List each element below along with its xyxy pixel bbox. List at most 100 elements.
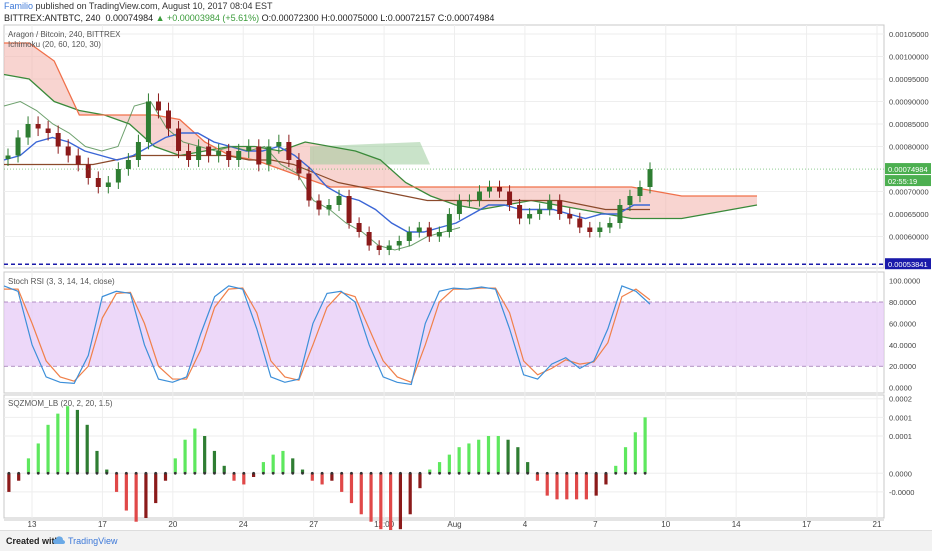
momentum-bar xyxy=(496,436,500,474)
x-tick-label: 4 xyxy=(523,520,528,529)
candle-body xyxy=(95,178,101,187)
sqzmom-label[interactable]: SQZMOM_LB (20, 2, 20, 1.5) xyxy=(8,399,113,408)
squeeze-dot xyxy=(66,471,70,475)
squeeze-dot xyxy=(643,471,647,475)
momentum-bar xyxy=(46,424,50,474)
squeeze-dot xyxy=(575,471,578,475)
candle-body xyxy=(396,241,402,246)
candle-body xyxy=(577,218,583,228)
squeeze-dot xyxy=(144,471,148,475)
author-link[interactable]: Familio xyxy=(4,1,34,11)
squeeze-dot xyxy=(477,471,481,475)
momentum-bar xyxy=(66,406,70,474)
momentum-bar xyxy=(643,417,647,474)
momentum-bar xyxy=(369,473,373,522)
squeeze-dot xyxy=(261,471,265,475)
momentum-bar xyxy=(232,473,236,481)
created-with-label: Created with xyxy=(6,536,61,546)
squeeze-dot xyxy=(594,471,598,475)
momentum-bar xyxy=(26,458,31,474)
x-tick-label: 27 xyxy=(309,520,318,529)
candle-body xyxy=(366,232,372,246)
candle-body xyxy=(256,146,262,165)
momentum-bar xyxy=(281,450,285,474)
stoch-k-line xyxy=(3,285,651,386)
candle-body xyxy=(176,128,182,151)
momentum-bar xyxy=(144,473,148,518)
ichimoku-label[interactable]: Ichimoku (20, 60, 120, 30) xyxy=(8,40,101,49)
momentum-bar xyxy=(154,473,158,504)
momentum-bar xyxy=(398,473,403,530)
chart-canvas[interactable]: 13 17 20 24 27 12:00 Aug 4 7 10 14 17 21 0.00105000 0.… xyxy=(0,0,932,530)
squeeze-dot xyxy=(379,471,383,475)
candle-body xyxy=(115,169,121,183)
tradingview-brand-link[interactable]: TradingView xyxy=(68,536,118,546)
candle-body xyxy=(125,160,131,169)
squeeze-dot xyxy=(164,471,167,475)
x-tick-label: 14 xyxy=(732,520,741,529)
mom-y-tick-label: 0.0001 xyxy=(889,432,912,441)
candle-body xyxy=(266,146,272,165)
x-tick-label: 21 xyxy=(873,520,882,529)
y-tick-label: 0.00080000 xyxy=(889,143,929,152)
symbol: BITTREX:ANTBTC, 240 xyxy=(4,13,101,23)
mom-y-tick-label: 0.0001 xyxy=(889,413,912,422)
candle-body xyxy=(75,155,81,165)
symbol-line: BITTREX:ANTBTC, 240 0.00074984 ▲ +0.0000… xyxy=(4,13,494,23)
last-price: 0.00074984 xyxy=(105,13,154,23)
momentum-bar xyxy=(349,473,354,504)
candle-body xyxy=(135,142,141,160)
candle-body xyxy=(216,151,222,156)
y-tick-label: 0.00095000 xyxy=(889,75,929,84)
squeeze-dot xyxy=(154,471,158,475)
stoch-rsi-label[interactable]: Stoch RSI (3, 3, 14, 14, close) xyxy=(8,277,115,286)
candle-body xyxy=(15,137,21,156)
momentum-bar xyxy=(114,473,119,492)
candle-body xyxy=(226,151,232,160)
squeeze-dot xyxy=(252,471,255,475)
candle-body xyxy=(426,227,432,237)
squeeze-dot xyxy=(584,471,588,475)
momentum-bar xyxy=(203,436,207,474)
candle-body xyxy=(35,124,41,129)
candle-body xyxy=(85,164,91,178)
rsi-y-tick-label: 0.0000 xyxy=(889,384,912,393)
rsi-y-tick-label: 60.0000 xyxy=(889,319,916,328)
candle-body xyxy=(497,187,503,192)
momentum-bar xyxy=(56,413,60,474)
squeeze-dot xyxy=(624,471,627,475)
candle-body xyxy=(145,101,151,142)
momentum-bar xyxy=(623,447,628,474)
squeeze-dot xyxy=(633,471,637,475)
stoch-d-line xyxy=(4,287,651,384)
squeeze-dot xyxy=(418,471,422,475)
candle-body xyxy=(326,205,332,210)
ichimoku-cloud-fill xyxy=(4,43,757,219)
candle-body xyxy=(466,200,472,202)
momentum-bar xyxy=(95,450,99,474)
squeeze-dot xyxy=(545,471,549,475)
x-tick-label: 10 xyxy=(661,520,670,529)
momentum-bar xyxy=(486,436,491,474)
candle-body xyxy=(537,209,543,214)
candle-body xyxy=(65,146,71,156)
kijun-sen-line xyxy=(4,154,650,211)
candle-body xyxy=(246,146,252,151)
candle-body xyxy=(196,146,202,160)
momentum-bar xyxy=(574,473,579,500)
squeeze-dot xyxy=(46,471,50,475)
candle-body xyxy=(25,124,31,138)
squeeze-dot xyxy=(496,471,500,475)
squeeze-dot xyxy=(281,471,285,475)
momentum-bar xyxy=(251,473,256,477)
momentum-bar xyxy=(271,454,275,474)
candle-body xyxy=(346,196,352,223)
x-tick-label: 12:00 xyxy=(374,520,395,529)
momentum-bar xyxy=(379,473,383,530)
rsi-y-tick-label: 100.0000 xyxy=(889,277,920,286)
squeeze-dot xyxy=(222,471,226,475)
squeeze-dot xyxy=(301,471,304,475)
candle-body xyxy=(597,227,603,232)
pane-frame-3 xyxy=(3,394,885,519)
momentum-bar xyxy=(212,450,217,474)
